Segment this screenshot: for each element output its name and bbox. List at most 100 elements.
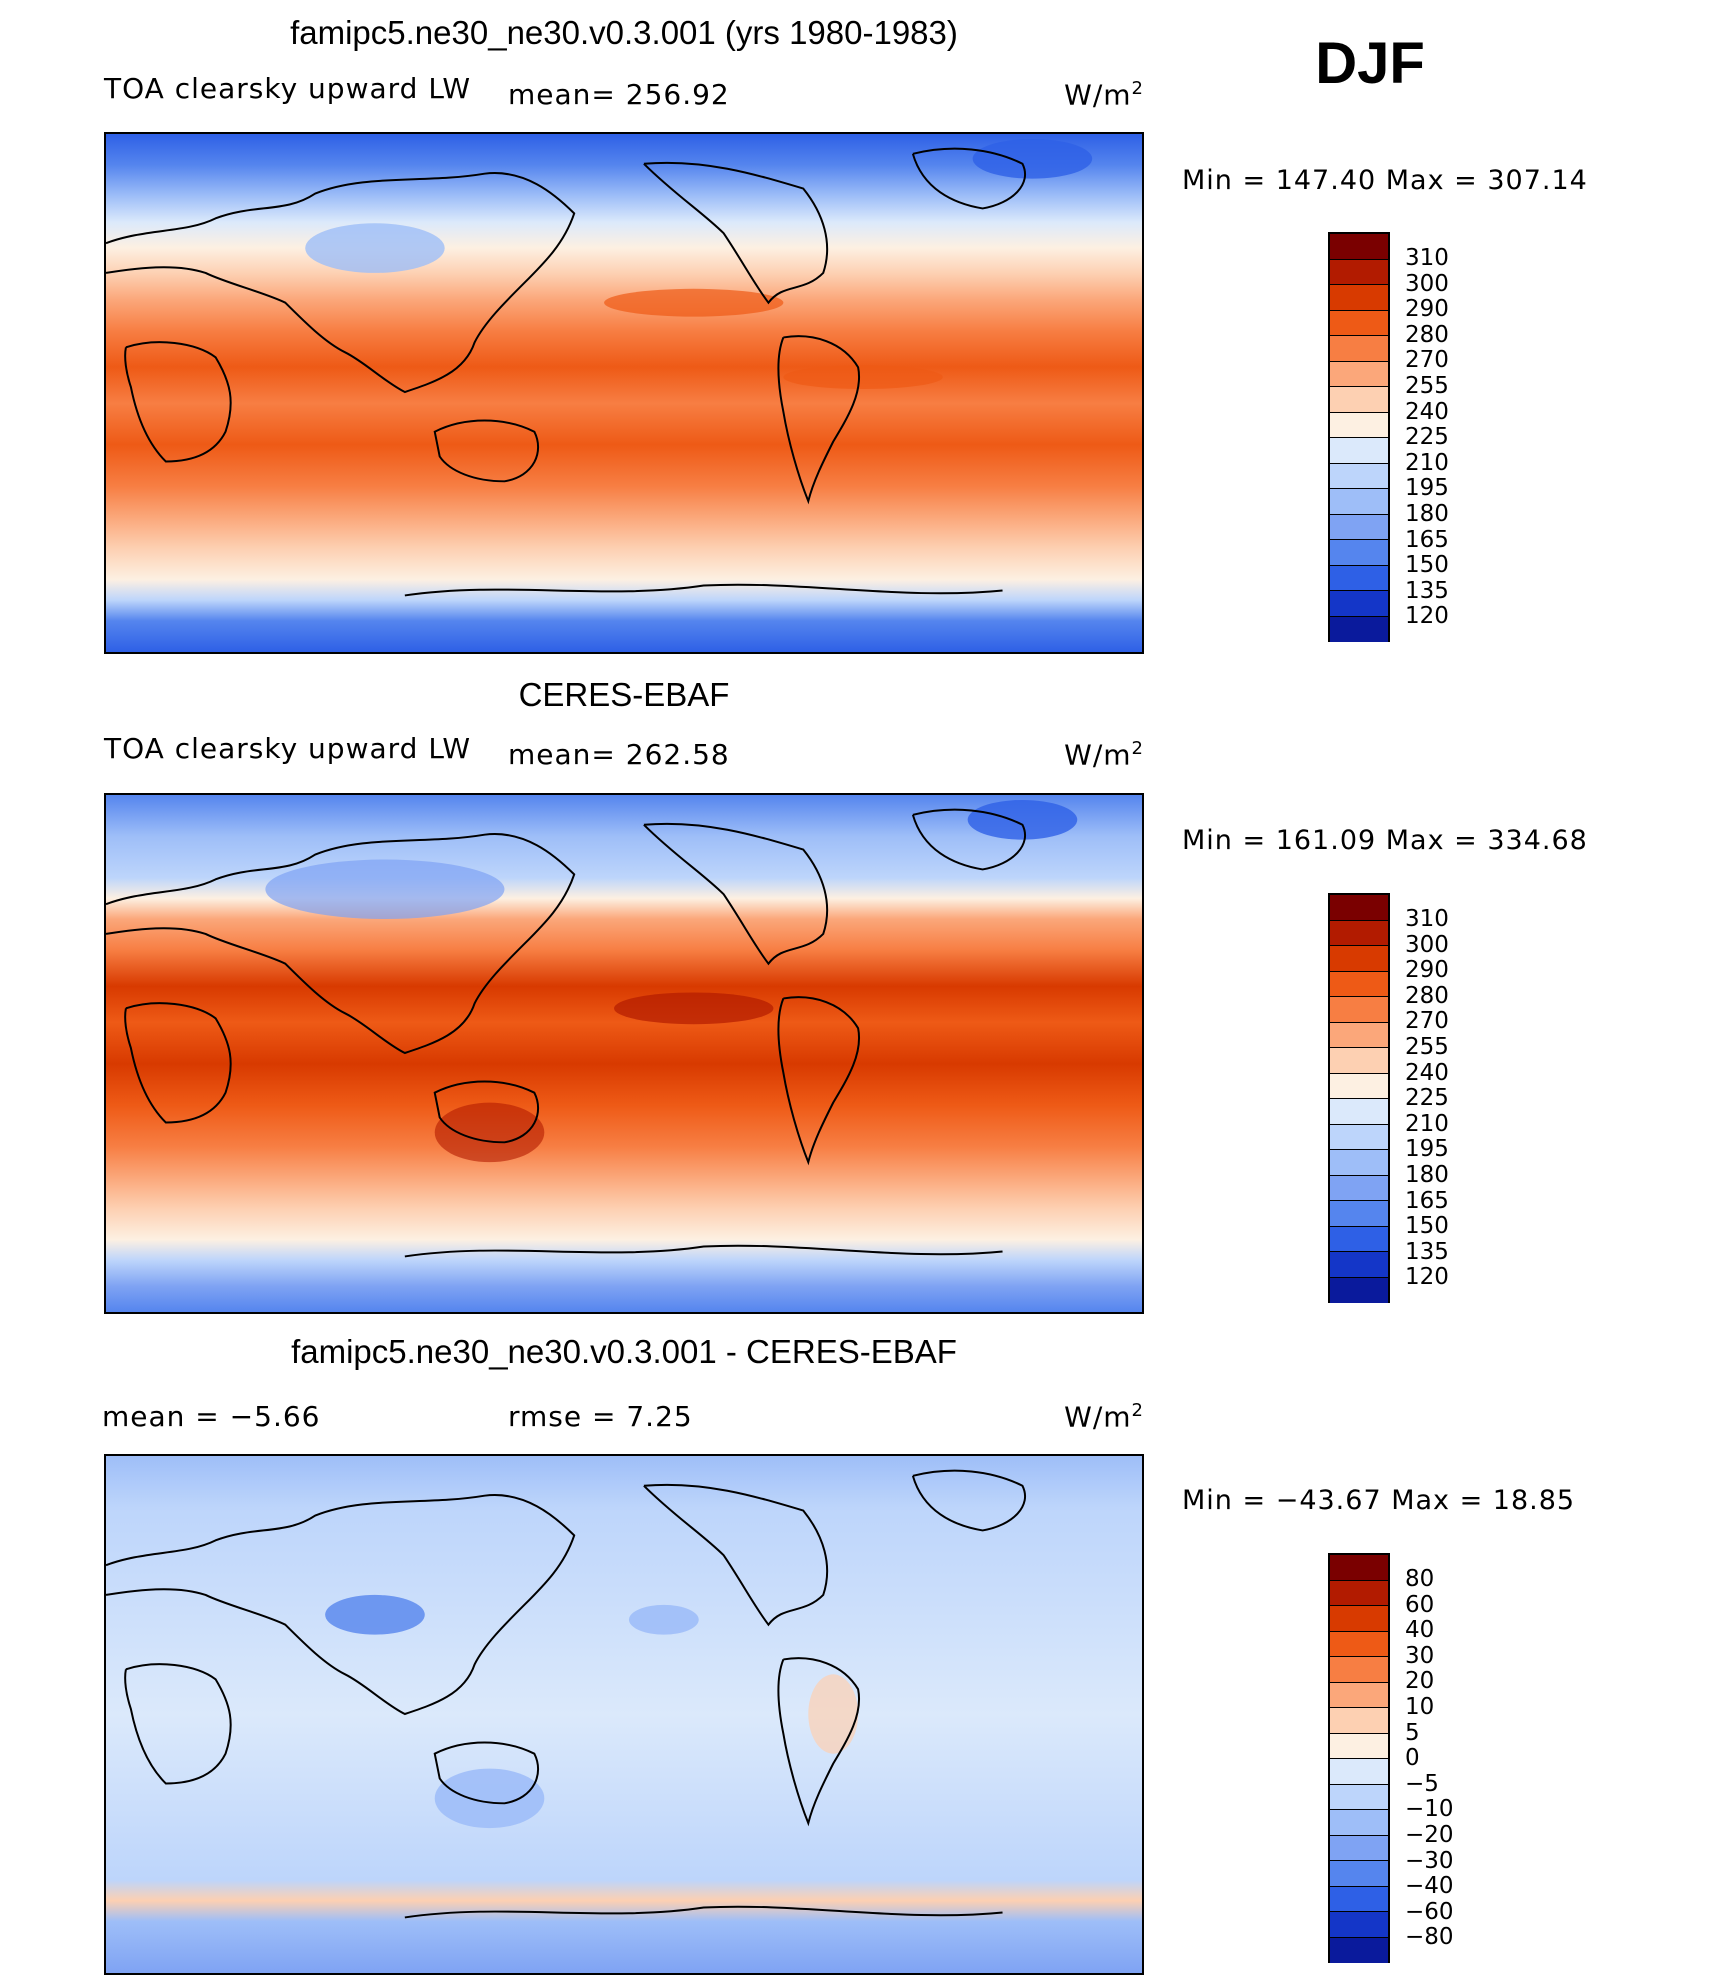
colorbar-tick-label: 30 bbox=[1405, 1642, 1435, 1669]
panel2-title: CERES-EBAF bbox=[518, 676, 730, 713]
panel3-colorbar-bin bbox=[1330, 1759, 1388, 1785]
panel3-colorbar-bin bbox=[1330, 1657, 1388, 1683]
panel3-tibet-negative bbox=[325, 1594, 425, 1635]
panel3-greenland-outline bbox=[911, 1469, 1026, 1532]
panel1-mean-label: mean= 256.92 bbox=[508, 78, 730, 111]
panel3-colorbar-bin bbox=[1330, 1835, 1388, 1861]
panel1-colorbar-bin bbox=[1330, 540, 1388, 566]
panel2-asia-cold bbox=[265, 859, 505, 920]
panel2-colorbar-bin bbox=[1330, 1048, 1388, 1074]
colorbar-tick-label: 20 bbox=[1405, 1668, 1435, 1695]
panel1-map bbox=[104, 132, 1144, 654]
colorbar-tick-label: 255 bbox=[1405, 1034, 1449, 1060]
colorbar-tick-label: 165 bbox=[1405, 526, 1449, 553]
panel1-warm-pool bbox=[604, 288, 784, 317]
panel1-colorbar-bin bbox=[1330, 616, 1388, 642]
panel1-colorbar-bin bbox=[1330, 438, 1388, 464]
panel3-amazon-positive bbox=[808, 1674, 859, 1754]
panel1-colorbar-bin bbox=[1330, 361, 1388, 387]
colorbar-tick-label: 165 bbox=[1405, 1187, 1449, 1214]
colorbar-tick-label: 240 bbox=[1405, 398, 1449, 425]
panel3-colorbar-bin bbox=[1330, 1886, 1388, 1912]
panel3-map-svg bbox=[106, 1456, 1142, 1973]
colorbar-tick-label: 280 bbox=[1405, 982, 1449, 1009]
panel3-south-america-outline bbox=[777, 1657, 861, 1827]
panel1-colorbar-bin bbox=[1330, 234, 1388, 260]
colorbar-tick-label: 300 bbox=[1405, 270, 1449, 297]
colorbar-tick-label: 310 bbox=[1405, 906, 1449, 932]
panel2-australia-outline bbox=[433, 1080, 540, 1144]
panel3-colorbar-bin bbox=[1330, 1708, 1388, 1734]
panel3-colorbar bbox=[1328, 1553, 1390, 1963]
panel1-colorbar-bin bbox=[1330, 285, 1388, 311]
colorbar-tick-label: 10 bbox=[1405, 1694, 1435, 1720]
panel1-greenland-cold bbox=[972, 138, 1093, 179]
panel2-units: W/m2 bbox=[1064, 738, 1144, 772]
panel3-colorbar-bin bbox=[1330, 1861, 1388, 1887]
colorbar-tick-label: −5 bbox=[1405, 1770, 1439, 1797]
panel3-colorbar-bin bbox=[1330, 1784, 1388, 1810]
colorbar-tick-label: 225 bbox=[1405, 424, 1449, 451]
panel3-colorbar-bin bbox=[1330, 1733, 1388, 1759]
panel1-eurasia-outline bbox=[106, 172, 576, 394]
panel2-mean-label: mean= 262.58 bbox=[508, 738, 730, 771]
colorbar-tick-label: 195 bbox=[1405, 475, 1449, 502]
colorbar-tick-label: 60 bbox=[1405, 1591, 1435, 1618]
panel3-map bbox=[104, 1454, 1144, 1975]
panel2-colorbar-bin bbox=[1330, 1124, 1388, 1150]
colorbar-tick-label: 180 bbox=[1405, 1162, 1449, 1188]
panel2-colorbar-bin bbox=[1330, 895, 1388, 921]
panel3-antarctica-outline bbox=[404, 1905, 1003, 1919]
panel2-coastlines bbox=[106, 808, 1026, 1258]
panel1-colorbar-bin bbox=[1330, 259, 1388, 285]
colorbar-tick-label: 210 bbox=[1405, 1110, 1449, 1137]
colorbar-tick-label: 120 bbox=[1405, 1264, 1449, 1291]
panel3-rmse-label: rmse = 7.25 bbox=[508, 1400, 693, 1433]
colorbar-tick-label: −40 bbox=[1405, 1873, 1454, 1900]
panel2-colorbar-bin bbox=[1330, 1099, 1388, 1125]
colorbar-tick-label: 290 bbox=[1405, 957, 1449, 984]
panel2-colorbar-bin bbox=[1330, 1201, 1388, 1227]
panel3-pacific-negative bbox=[628, 1604, 699, 1635]
panel3-australia-outline bbox=[433, 1741, 540, 1805]
panel1-colorbar-bin bbox=[1330, 387, 1388, 413]
panel2-colorbar-bin bbox=[1330, 1150, 1388, 1176]
panel2-minmax: Min = 161.09 Max = 334.68 bbox=[1182, 825, 1588, 856]
panel2-colorbar-bin bbox=[1330, 971, 1388, 997]
panel1-map-svg bbox=[106, 134, 1142, 652]
colorbar-tick-label: 195 bbox=[1405, 1136, 1449, 1163]
panel2-warm-pool bbox=[614, 992, 774, 1025]
panel3-units: W/m2 bbox=[1064, 1400, 1144, 1434]
panel2-colorbar-bin bbox=[1330, 1022, 1388, 1048]
colorbar-tick-label: 270 bbox=[1405, 1008, 1449, 1035]
panel2-map-svg bbox=[106, 795, 1142, 1312]
panel1-title: famipc5.ne30_ne30.v0.3.001 (yrs 1980-198… bbox=[290, 14, 958, 51]
panel2-colorbar bbox=[1328, 893, 1390, 1303]
panel2-greenland-cold bbox=[967, 799, 1078, 840]
panel3-colorbar-bin bbox=[1330, 1555, 1388, 1581]
panel1-greenland-outline bbox=[911, 147, 1026, 210]
colorbar-tick-label: 5 bbox=[1405, 1719, 1420, 1746]
panel3-colorbar-bin bbox=[1330, 1810, 1388, 1836]
panel3-eurasia-outline bbox=[106, 1494, 576, 1716]
panel3-australia-negative bbox=[434, 1768, 545, 1829]
panel2-map bbox=[104, 793, 1144, 1314]
colorbar-tick-label: 150 bbox=[1405, 552, 1449, 579]
panel2-colorbar-bin bbox=[1330, 997, 1388, 1023]
colorbar-tick-label: 80 bbox=[1405, 1566, 1435, 1592]
colorbar-tick-label: −30 bbox=[1405, 1847, 1454, 1874]
panel2-colorbar-bin bbox=[1330, 1277, 1388, 1303]
panel2-eurasia-outline bbox=[106, 833, 576, 1055]
panel1-minmax: Min = 147.40 Max = 307.14 bbox=[1182, 165, 1588, 196]
panel3-colorbar-bin bbox=[1330, 1937, 1388, 1963]
panel1-colorbar-bin bbox=[1330, 310, 1388, 336]
colorbar-tick-label: −10 bbox=[1405, 1796, 1454, 1823]
panel1-colorbar-bin bbox=[1330, 514, 1388, 540]
panel1-north-america-outline bbox=[643, 161, 829, 305]
colorbar-tick-label: −20 bbox=[1405, 1822, 1454, 1848]
panel3-colorbar-bin bbox=[1330, 1682, 1388, 1708]
panel1-south-america-outline bbox=[777, 335, 861, 505]
panel1-colorbar-bin bbox=[1330, 463, 1388, 489]
panel1-field bbox=[106, 134, 1142, 652]
panel1-colorbar-bin bbox=[1330, 336, 1388, 362]
